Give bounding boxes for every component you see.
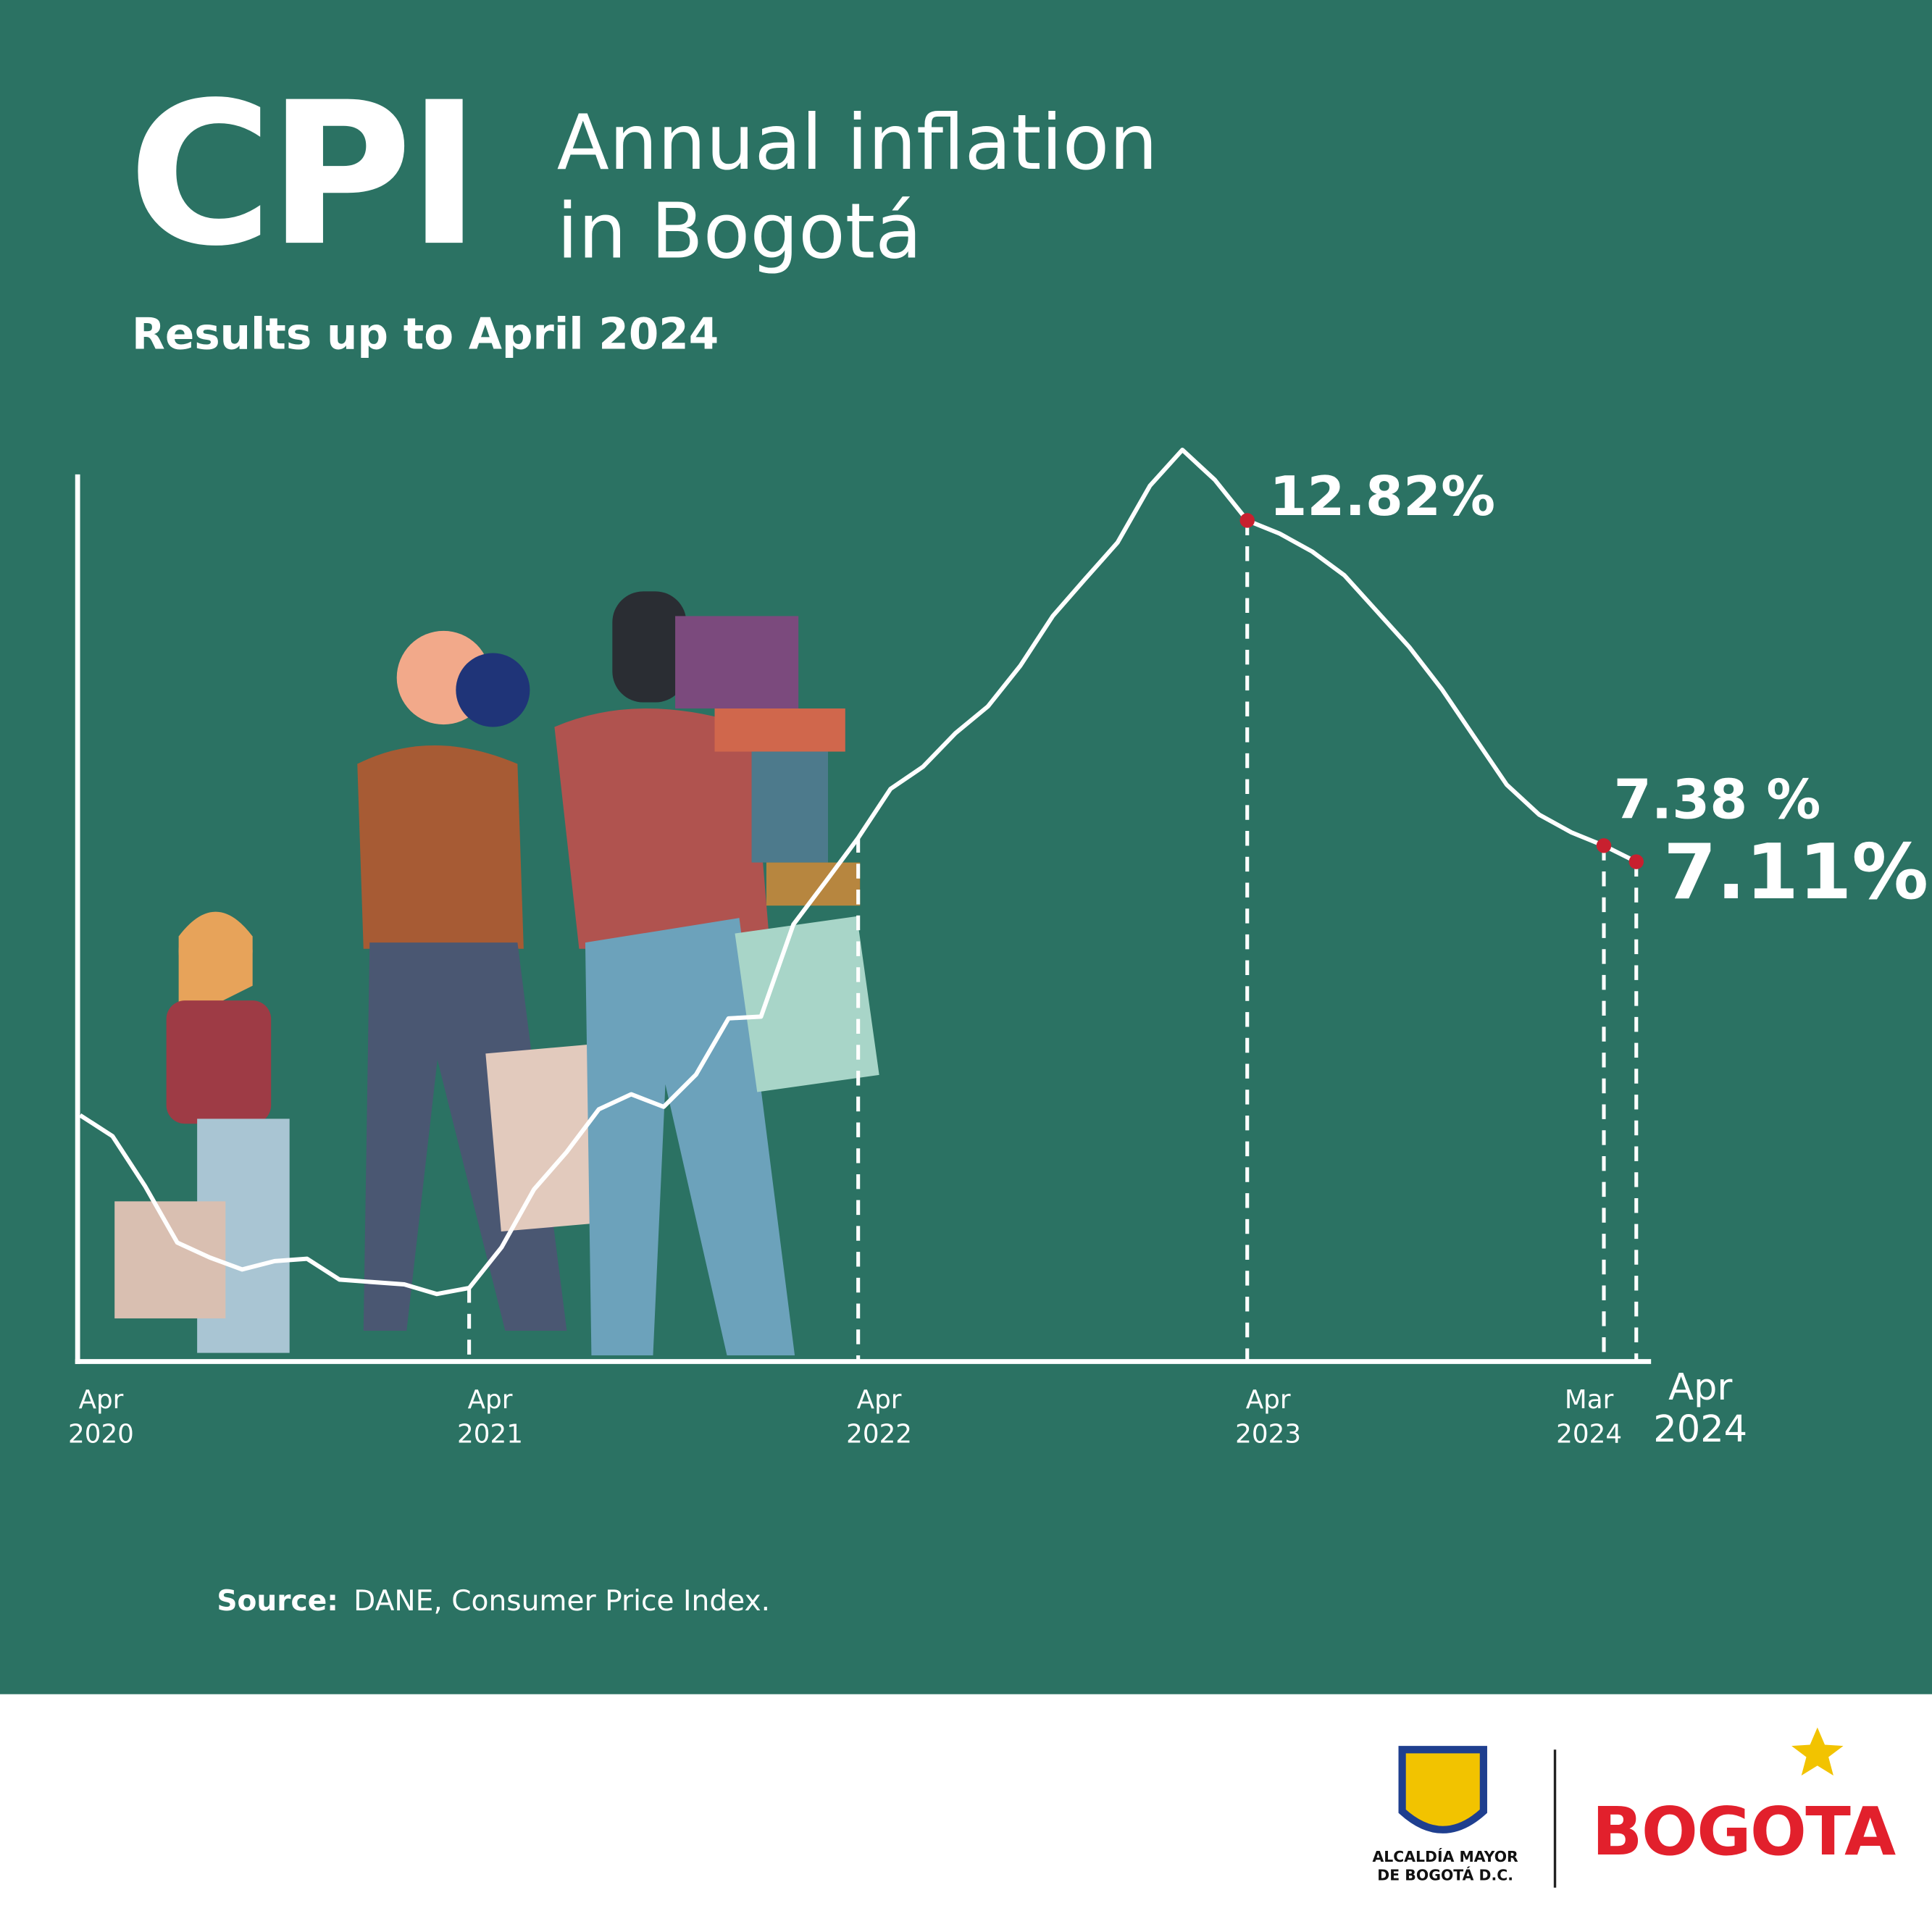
x-tick-label: Apr 2021 — [457, 1384, 523, 1450]
point — [1239, 513, 1255, 528]
source: DANE, Consumer Price Index. — [354, 1586, 771, 1618]
chart-title: CPI — [127, 59, 481, 290]
x-tick-label: Apr 2024 — [1653, 1366, 1748, 1452]
point — [1628, 854, 1644, 869]
chart-subtitle: Annual inflation in Bogotá — [556, 97, 1158, 277]
line — [78, 448, 1638, 1297]
source-label: Source: — [217, 1586, 338, 1618]
illustration — [114, 591, 879, 1355]
x-tick-label: Apr 2022 — [846, 1384, 913, 1450]
x-tick-label: Mar 2024 — [1556, 1384, 1623, 1450]
brand: BOGOTA — [1592, 1792, 1897, 1870]
x-tick-label: Apr 2020 — [68, 1384, 134, 1450]
value-label: 7.11% — [1663, 827, 1929, 918]
x-tick-label: Apr 2023 — [1235, 1384, 1302, 1450]
chart-note: Results up to April 2024 — [131, 310, 719, 360]
value-label: 7.38 % — [1613, 769, 1821, 832]
agency-name: ALCALDÍA MAYOR DE BOGOTÁ D.C. — [1372, 1848, 1518, 1884]
value-label: 12.82% — [1269, 466, 1496, 530]
point — [1596, 838, 1612, 853]
